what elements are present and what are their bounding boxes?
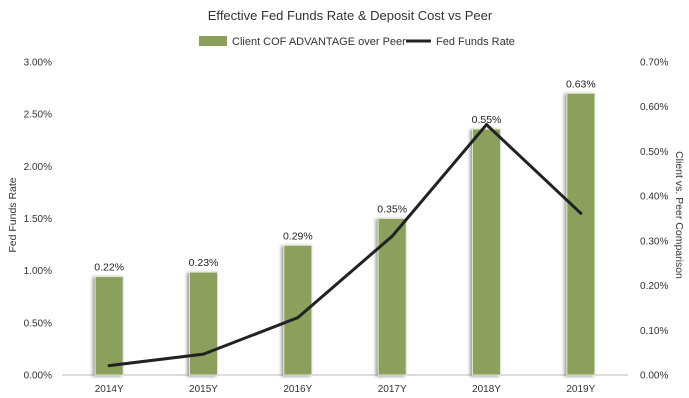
y-tick-label-left: 2.00% (24, 162, 52, 173)
line-point (390, 234, 394, 238)
line-series (107, 123, 583, 368)
y-tick-label-right: 0.70% (640, 58, 668, 69)
y-tick-label-right: 0.40% (640, 192, 668, 203)
bar (94, 276, 124, 376)
y-tick-label-left: 0.00% (24, 371, 52, 382)
bar-value-label: 0.23% (189, 257, 219, 269)
y-axis-right-title: Client vs. Peer Comparison (673, 151, 685, 279)
y-tick-label-left: 2.50% (24, 110, 52, 121)
legend-label-bars: Client COF ADVANTAGE over Peer (232, 36, 406, 48)
y-tick-label-right: 0.30% (640, 236, 668, 247)
x-tick-label: 2014Y (95, 384, 124, 395)
y-axis-right: 0.00% 0.10% 0.20% 0.30% 0.40% 0.50% 0.60% 0.70% (640, 58, 668, 382)
legend: Client COF ADVANTAGE over Peer Fed Funds… (199, 36, 515, 48)
x-tick-label: 2018Y (472, 384, 501, 395)
line-point (296, 316, 300, 320)
line-point (107, 364, 111, 368)
legend-swatch-bars (199, 36, 227, 46)
line-point (485, 123, 488, 127)
line-point (202, 352, 205, 356)
bar (377, 218, 407, 376)
y-tick-label-right: 0.20% (640, 281, 668, 292)
bar-value-label: 0.55% (472, 114, 502, 126)
x-tick-label: 2015Y (189, 384, 218, 395)
legend-label-line: Fed Funds Rate (436, 36, 515, 48)
bar (566, 92, 596, 376)
bar-series (94, 92, 596, 376)
fed-funds-rate-line (107, 123, 583, 368)
y-tick-label-left: 3.00% (24, 58, 52, 69)
y-tick-label-right: 0.00% (640, 371, 668, 382)
bar-value-label: 0.63% (566, 78, 596, 90)
x-tick-label: 2016Y (283, 384, 312, 395)
bar-value-label: 0.35% (377, 204, 407, 216)
bar-value-label: 0.29% (283, 230, 313, 242)
y-tick-label-right: 0.60% (640, 102, 668, 113)
chart-title: Effective Fed Funds Rate & Deposit Cost … (208, 8, 493, 23)
y-axis-left: 0.00% 0.50% 1.00% 1.50% 2.00% 2.50% 3.00% (24, 58, 52, 382)
y-tick-label-right: 0.50% (640, 147, 668, 158)
y-axis-left-title: Fed Funds Rate (7, 177, 19, 252)
x-axis: 2014Y 2015Y 2016Y 2017Y 2018Y 2019Y (95, 384, 596, 395)
bar (472, 128, 501, 376)
data-labels: 0.22% 0.23% 0.29% 0.35% 0.55% 0.63% (94, 78, 595, 273)
y-tick-label-left: 1.50% (24, 214, 52, 225)
x-tick-label: 2019Y (566, 384, 595, 395)
y-tick-label-left: 0.50% (24, 318, 52, 329)
y-tick-label-right: 0.10% (640, 326, 668, 337)
x-tick-label: 2017Y (378, 384, 407, 395)
bar-value-label: 0.22% (94, 262, 124, 274)
line-point (579, 211, 583, 215)
y-tick-label-left: 1.00% (24, 266, 52, 277)
bar (189, 271, 218, 376)
